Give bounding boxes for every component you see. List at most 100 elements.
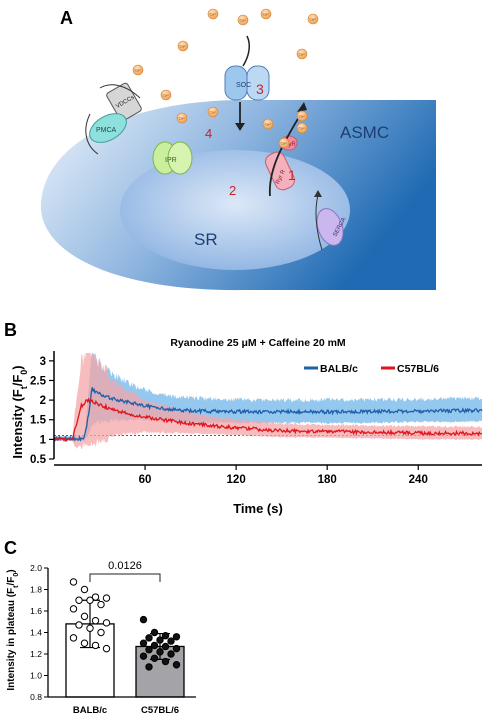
y-tick-label: 1.0 [30,671,42,681]
calcium-ion-label: Ca²⁺ [310,18,317,22]
y-tick-label: 0.8 [30,692,42,702]
data-point-c57bl6 [167,650,175,658]
panel-b-x-axis-label: Time (s) [233,501,283,516]
y-tick-label: 1.6 [30,606,42,616]
serca-arrowhead [314,190,322,197]
soc-entry-line [242,35,250,67]
step-2: 2 [229,183,236,198]
ryr-head-label: RyR [284,142,296,148]
panel-c-label: C [4,538,17,558]
x-tick-label: 120 [227,474,246,486]
data-point-c57bl6 [172,644,181,653]
ryr-release-arrowhead [297,102,307,112]
calcium-ion: Ca²⁺ [132,64,144,76]
calcium-ion: Ca²⁺ [207,8,219,20]
data-point-c57bl6 [139,615,148,624]
series-line-balbc [53,387,483,442]
data-point-balbc [75,596,83,604]
calcium-ion-label: Ca²⁺ [263,13,270,17]
legend-label-c57bl6: C57BL/6 [397,363,439,375]
data-point-c57bl6 [172,633,181,641]
calcium-ion: Ca²⁺ [296,110,308,122]
step-4: 4 [205,126,212,141]
pmca-pump: PMCA [89,113,127,143]
data-point-balbc [86,596,94,604]
y-tick-label: 1.8 [30,585,42,595]
data-point-balbc [69,605,78,613]
sr-label: SR [194,230,218,249]
vdccs-channel: VDCCs [106,82,142,122]
panel-b-label: B [4,320,17,340]
y-tick-label: 2.5 [30,375,47,387]
data-point-c57bl6 [145,663,153,671]
data-point-balbc [69,578,78,586]
data-point-balbc [75,621,83,629]
calcium-ion-label: Ca²⁺ [265,123,272,127]
calcium-ion: Ca²⁺ [176,112,188,124]
category-label-balbc: BALB/c [73,705,107,716]
soc-influx-arrowhead [235,123,245,131]
serca-path [315,194,323,251]
data-point-c57bl6 [150,654,159,662]
calcium-ion: Ca²⁺ [296,48,308,60]
data-point-balbc [97,600,105,609]
data-point-c57bl6 [172,661,181,669]
series-line-c57bl6 [53,397,483,443]
x-tick-label: 180 [318,474,337,486]
calcium-ion: Ca²⁺ [278,137,290,149]
p-value-label: 0.0126 [108,560,142,572]
calcium-ion: Ca²⁺ [237,14,249,26]
calcium-ion-label: Ca²⁺ [210,13,217,17]
calcium-ion: Ca²⁺ [260,8,272,20]
data-point-c57bl6 [161,642,170,651]
calcium-ion: Ca²⁺ [307,13,319,25]
data-point-balbc [91,616,100,625]
y-tick-label: 2 [40,395,46,407]
panel-c-plot-area: BALB/c C57BL/6 0.8 1.0 1.2 1.4 1.6 1.8 2.0 [30,563,196,716]
panel-b-title: Ryanodine 25 μM + Caffeine 20 mM [170,337,346,349]
ipr-receptor: IPR [152,141,193,175]
panel-b: B Ryanodine 25 μM + Caffeine 20 mM Inten… [4,320,483,516]
category-label-c57bl6: C57BL/6 [141,705,179,716]
calcium-ion-label: Ca²⁺ [299,53,306,57]
calcium-ion-label: Ca²⁺ [299,127,306,131]
pmca-label: PMCA [96,127,117,134]
data-point-c57bl6 [139,639,148,647]
sarcoplasmic-reticulum [120,150,350,270]
data-point-balbc [102,594,111,602]
calcium-ion-label: Ca²⁺ [163,94,170,98]
calcium-ion: Ca²⁺ [160,89,172,101]
y-tick-label: 1.5 [30,415,47,427]
data-point-c57bl6 [167,637,175,645]
calcium-ion-label: Ca²⁺ [281,142,288,146]
data-point-c57bl6 [156,648,164,656]
y-tick-label: 1.4 [30,628,42,638]
calcium-ion: Ca²⁺ [177,40,189,52]
calcium-ion: Ca²⁺ [262,118,274,130]
calcium-ion-label: Ca²⁺ [210,111,217,115]
data-point-balbc [91,593,100,601]
cell-label: ASMC [340,123,389,142]
data-point-c57bl6 [156,636,164,644]
data-point-balbc [102,619,111,627]
y-tick-label: 3 [40,356,46,368]
significance-bracket-line [89,573,161,582]
data-point-c57bl6 [161,632,170,640]
soc-label: SOC [236,82,251,89]
data-point-balbc [102,644,111,653]
y-tick-label: 1.2 [30,649,42,659]
calcium-ion-label: Ca²⁺ [299,115,306,119]
data-point-c57bl6 [145,646,153,654]
calcium-ion: Ca²⁺ [296,122,308,134]
legend-label-balbc: BALB/c [320,363,358,375]
vdccs-path [99,84,141,99]
step-1: 1 [288,167,296,183]
step-3: 3 [256,81,264,97]
data-point-balbc [69,634,78,642]
x-tick-label: 240 [409,474,428,486]
data-point-balbc [80,639,89,647]
calcium-ion-label: Ca²⁺ [180,45,187,49]
calcium-ion: Ca²⁺ [207,106,219,118]
data-point-c57bl6 [139,652,148,660]
pmca-path [85,113,99,155]
